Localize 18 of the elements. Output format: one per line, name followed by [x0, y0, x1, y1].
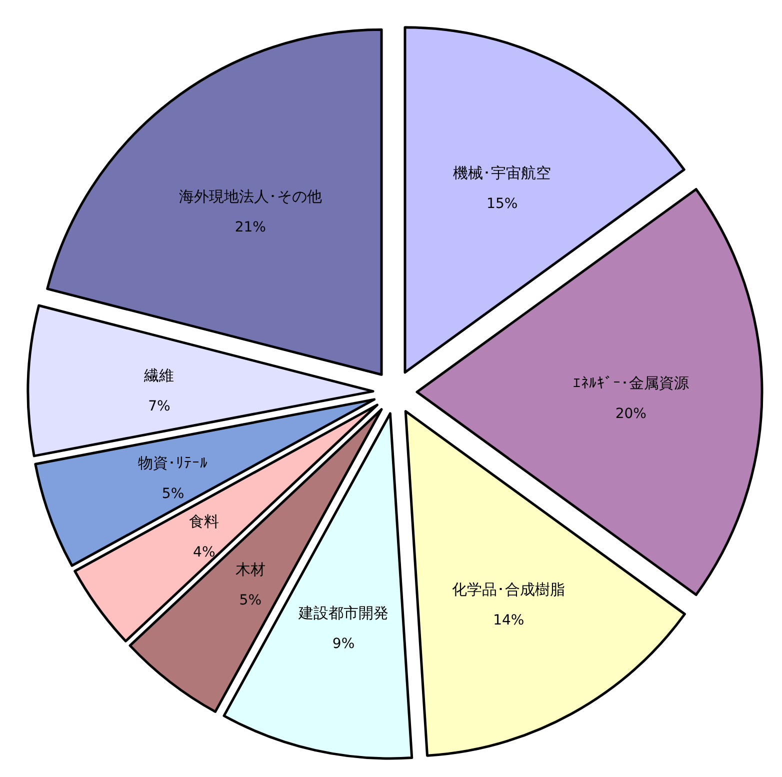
slice-label: ｴﾈﾙｷﾞｰ･金属資源: [572, 374, 689, 392]
slice-label: 物資･ﾘﾃｰﾙ: [138, 454, 208, 472]
slice-label: 機械･宇宙航空: [453, 164, 552, 182]
data-label: 20%: [615, 406, 646, 422]
slice-label: 木材: [235, 560, 266, 578]
data-label: 7%: [148, 398, 170, 415]
data-label: 5%: [162, 486, 184, 502]
slice-label: 繊維: [143, 366, 174, 385]
data-label: 5%: [239, 592, 262, 608]
slice-label: 建設都市開発: [298, 604, 389, 622]
slice-label: 海外現地法人･その他: [178, 188, 322, 206]
data-label: 21%: [234, 220, 266, 236]
data-label: 15%: [486, 196, 518, 212]
slice-label: 食料: [189, 512, 220, 531]
slice-label: 化学品･合成樹脂: [452, 580, 566, 599]
data-label: 4%: [193, 544, 216, 561]
data-label: 9%: [332, 636, 355, 652]
data-label: 14%: [493, 612, 524, 629]
